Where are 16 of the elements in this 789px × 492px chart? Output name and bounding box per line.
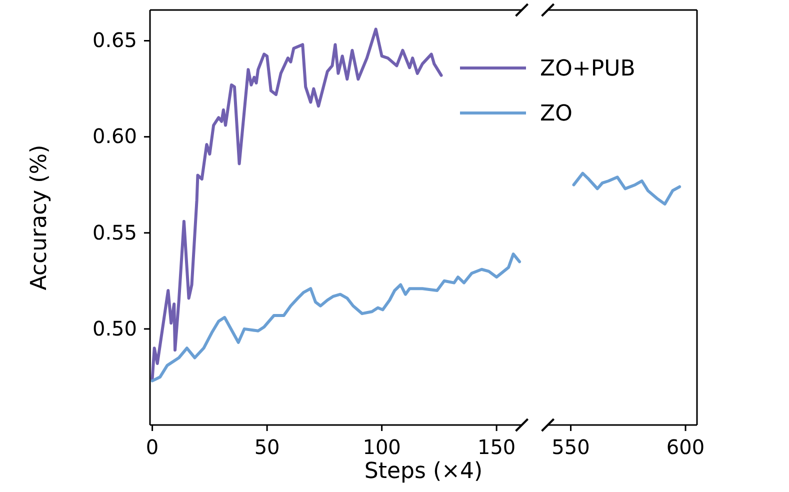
- y-tick-label: 0.50: [92, 316, 137, 340]
- x-tick-label: 550: [552, 435, 590, 459]
- y-axis-title: Accuracy (%): [27, 144, 52, 290]
- line-series: [150, 252, 522, 382]
- x-axis-title: Steps (×4): [364, 459, 483, 484]
- y-tick-label: 0.65: [92, 28, 137, 52]
- y-tick-label: 0.60: [92, 124, 137, 148]
- legend-label: ZO: [540, 102, 572, 127]
- x-tick-label: 50: [254, 435, 280, 459]
- line-series: [150, 28, 443, 380]
- x-tick-label: 150: [477, 435, 516, 459]
- legend-label: ZO+PUB: [540, 56, 636, 82]
- x-tick-label: 100: [362, 435, 401, 459]
- x-tick-label: 0: [146, 435, 159, 459]
- y-tick-label: 0.55: [92, 220, 137, 244]
- x-tick-label: 600: [666, 435, 705, 459]
